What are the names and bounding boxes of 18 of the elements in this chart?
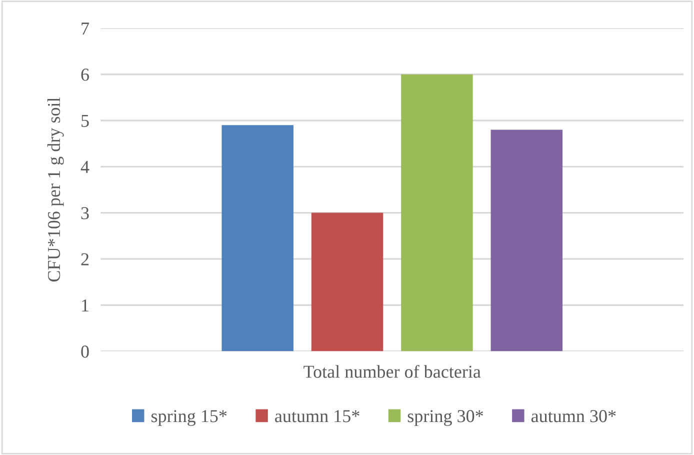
y-tick-label: 3 bbox=[81, 207, 89, 220]
legend-label: spring 15* bbox=[151, 410, 227, 426]
legend-label: autumn 15* bbox=[275, 410, 360, 422]
bar bbox=[490, 130, 563, 352]
y-tick-label: 5 bbox=[82, 114, 89, 127]
bar bbox=[311, 212, 384, 352]
bar bbox=[222, 125, 294, 352]
y-tick-label: 2 bbox=[81, 253, 89, 266]
legend-label: spring 30* bbox=[408, 410, 483, 426]
y-tick-label: 6 bbox=[81, 68, 89, 81]
legend-label: autumn 30* bbox=[531, 410, 616, 422]
y-tick-label: 7 bbox=[82, 22, 89, 34]
bar bbox=[401, 74, 473, 352]
x-tick-label: Total number of bacteria bbox=[304, 364, 481, 378]
y-tick-label: 4 bbox=[80, 161, 90, 173]
y-axis-title: CFU*106 per 1 g dry soil bbox=[47, 98, 64, 282]
y-tick-label: 1 bbox=[82, 299, 88, 312]
y-tick-label: 0 bbox=[81, 346, 89, 358]
